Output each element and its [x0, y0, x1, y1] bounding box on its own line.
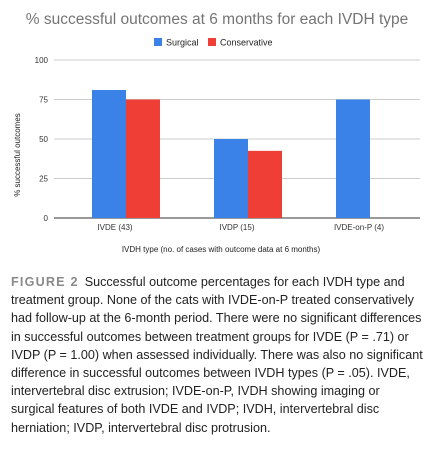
legend-swatch-surgical — [154, 38, 162, 46]
y-axis-ticks: 0 25 50 75 100 — [35, 56, 49, 223]
x-tick-label: IVDP (15) — [220, 223, 255, 232]
y-tick-label: 25 — [39, 175, 48, 184]
caption-text: Successful outcome percentages for each … — [11, 275, 423, 435]
x-tick-label: IVDE-on-P (4) — [334, 223, 384, 232]
bar-surgical-2 — [214, 139, 248, 218]
bar-surgical-1 — [92, 90, 126, 218]
y-tick-label: 75 — [39, 96, 48, 105]
y-axis-title: % successful outcomes — [13, 113, 22, 197]
legend-swatch-conservative — [208, 38, 216, 46]
legend-label-surgical: Surgical — [166, 38, 199, 48]
bars — [92, 90, 370, 218]
bar-surgical-3 — [336, 99, 370, 218]
y-tick-label: 0 — [44, 214, 49, 223]
bar-chart: % successful outcomes at 6 months for ea… — [13, 11, 420, 254]
x-axis-title: IVDH type (no. of cases with outcome dat… — [122, 245, 321, 254]
figure-label: FIGURE 2 — [11, 275, 79, 289]
bar-conservative-1 — [126, 99, 160, 218]
y-tick-label: 50 — [39, 135, 48, 144]
legend-label-conservative: Conservative — [220, 38, 273, 48]
figure-caption: FIGURE 2 Successful outcome percentages f… — [11, 273, 423, 437]
x-axis-ticks: IVDE (43) IVDP (15) IVDE-on-P (4) — [97, 223, 384, 232]
y-tick-label: 100 — [35, 56, 49, 65]
chart-title: % successful outcomes at 6 months for ea… — [26, 11, 409, 28]
x-tick-label: IVDE (43) — [97, 223, 132, 232]
chart-legend: Surgical Conservative — [154, 38, 273, 48]
bar-conservative-2 — [248, 150, 282, 218]
